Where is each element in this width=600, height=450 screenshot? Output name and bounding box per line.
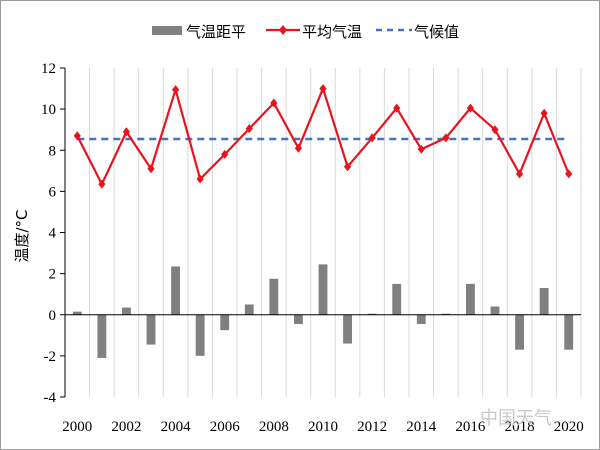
mean-temperature-point xyxy=(147,164,155,174)
mean-temperature-point xyxy=(442,133,450,143)
mean-temperature-point xyxy=(270,98,278,108)
x-tick-label: 2010 xyxy=(308,419,338,435)
legend-label-anomaly: 气温距平 xyxy=(186,23,246,41)
anomaly-bar xyxy=(466,283,475,315)
anomaly-bar xyxy=(515,314,524,350)
legend-label-mean: 平均气温 xyxy=(302,23,362,41)
legend-swatch-mean-marker xyxy=(279,25,287,35)
mean-temperature-point xyxy=(171,85,180,95)
anomaly-bar xyxy=(367,313,377,315)
mean-temperature-point xyxy=(319,84,327,94)
x-tick-label: 2006 xyxy=(210,419,241,435)
mean-temperature-point xyxy=(565,169,573,179)
y-tick-label: -2 xyxy=(44,349,57,365)
anomaly-bar xyxy=(195,314,205,356)
mean-temperature-point xyxy=(343,162,352,172)
anomaly-bar xyxy=(294,314,303,325)
y-tick-label: 12 xyxy=(41,61,56,77)
x-tick-label: 2016 xyxy=(455,419,486,435)
y-tick-label: 6 xyxy=(49,184,57,200)
anomaly-bar xyxy=(343,314,352,344)
x-tick-label: 2012 xyxy=(357,419,387,435)
legend: 气温距平 平均气温 气候值 xyxy=(152,23,459,41)
grid-lines xyxy=(89,68,582,397)
anomaly-bar xyxy=(441,313,451,315)
legend-label-climate: 气候值 xyxy=(414,23,459,41)
y-tick-label: 8 xyxy=(49,143,57,159)
x-tick-label: 2008 xyxy=(259,419,289,435)
mean-temperature-point xyxy=(73,131,81,141)
x-tick-label: 2004 xyxy=(161,419,192,435)
mean-temperature-point xyxy=(98,179,106,189)
x-tick-labels: 2000 2002 2004 2006 2008 2010 2012 2014 2016 2018… xyxy=(62,419,583,435)
x-tick-label: 2018 xyxy=(505,419,535,435)
x-tick-label: 2020 xyxy=(554,419,584,435)
x-tick-label: 2002 xyxy=(111,419,141,435)
anomaly-bar xyxy=(122,307,131,315)
axes xyxy=(60,67,66,398)
anomaly-bars xyxy=(72,264,574,358)
anomaly-bar xyxy=(72,311,82,315)
anomaly-bar xyxy=(244,304,254,315)
y-tick-label: 2 xyxy=(49,267,57,283)
x-tick-label: 2014 xyxy=(406,419,437,435)
mean-temperature-point xyxy=(540,108,548,118)
mean-temperature-point xyxy=(417,144,425,154)
anomaly-bar xyxy=(269,278,279,315)
x-tick-label: 2000 xyxy=(62,419,92,435)
mean-temperature-point xyxy=(122,127,131,137)
mean-temperature-point xyxy=(368,133,376,143)
anomaly-bar xyxy=(490,306,500,315)
anomaly-bar xyxy=(220,314,230,331)
anomaly-bar xyxy=(392,283,402,315)
anomaly-bar xyxy=(416,314,426,325)
anomaly-bar xyxy=(539,288,549,315)
mean-temperature-point xyxy=(196,174,204,184)
legend-swatch-anomaly xyxy=(152,26,182,35)
y-tick-label: 0 xyxy=(49,308,57,324)
y-tick-label: 4 xyxy=(49,226,57,242)
mean-temperature-point xyxy=(294,143,303,153)
anomaly-bar xyxy=(171,266,180,315)
y-axis-label: 温度/°C xyxy=(13,209,31,262)
y-tick-labels: -4 -2 0 2 4 6 8 10 12 xyxy=(41,61,57,406)
mean-temperature-point xyxy=(515,169,524,179)
mean-temperature-point xyxy=(466,103,475,113)
anomaly-bar xyxy=(146,314,156,345)
y-tick-label: 10 xyxy=(41,102,56,118)
anomaly-bar xyxy=(97,314,107,358)
y-tick-label: -4 xyxy=(44,390,57,406)
mean-temperature-point xyxy=(491,125,499,135)
mean-temperature-point xyxy=(245,124,253,134)
anomaly-bar xyxy=(318,264,328,315)
mean-temperature-point xyxy=(221,149,229,159)
watermark: 中国天气 xyxy=(480,408,552,429)
mean-temperature-line xyxy=(73,84,573,189)
anomaly-bar xyxy=(564,314,574,350)
mean-temperature-point xyxy=(393,103,401,113)
